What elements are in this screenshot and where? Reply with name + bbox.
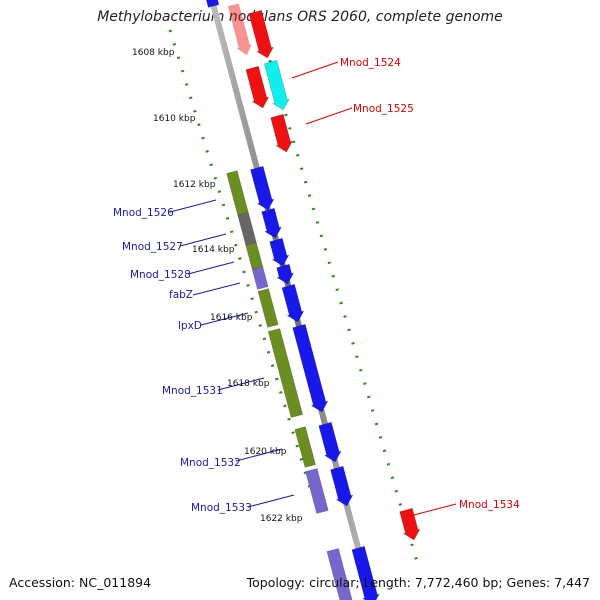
kbp-label-1616: 1616 kbp [210,313,253,323]
kbp-label-1622: 1622 kbp [260,514,303,524]
gene-top-blue-stub[interactable] [205,0,220,8]
gene-red-light-a[interactable] [227,3,253,56]
leader-mnod-1531 [217,377,265,391]
gene-olive-1531[interactable] [267,328,304,418]
kbp-label-1610: 1610 kbp [153,114,196,124]
kbp-label-1608: 1608 kbp [132,48,175,58]
gene-blue-fabz[interactable] [276,263,295,285]
leader-mnod-1534 [409,503,457,517]
gene-red-a[interactable] [248,9,274,59]
gene-label-mnod-1534[interactable]: Mnod_1534 [459,499,520,511]
leader-mnod-1533 [247,494,295,508]
gene-blue-1532[interactable] [318,421,342,463]
gene-lavender-fabz[interactable] [251,266,269,290]
gene-blue-1526[interactable] [250,165,275,211]
leader-mnod-1532 [235,448,283,462]
gene-olive-1532[interactable] [294,426,316,468]
gene-olive-1526[interactable] [226,170,249,216]
gene-red-b[interactable] [245,65,270,109]
leader-fabz [192,282,241,296]
gene-blue-1528[interactable] [269,237,290,267]
gene-label-mnod-1525[interactable]: Mnod_1525 [353,103,414,115]
genome-title: Methylobacterium nodulans ORS 2060, comp… [97,9,503,25]
kbp-label-1618: 1618 kbp [227,379,270,389]
accession-text: Accession: NC_011894 [9,575,152,590]
gene-blue-1527[interactable] [261,207,282,239]
gene-label-mnod-1524[interactable]: Mnod_1524 [340,57,401,69]
leader-mnod-1528 [187,261,235,275]
leader-mnod-1524 [291,61,339,79]
gene-label-lpxd[interactable]: lpxD [178,320,202,332]
gene-label-mnod-1528[interactable]: Mnod_1528 [130,269,191,281]
gene-blue-lpxd[interactable] [281,283,305,323]
gene-label-fabz[interactable]: fabZ [169,289,193,301]
kbp-label-1612: 1612 kbp [173,180,216,190]
gene-label-mnod-1531[interactable]: Mnod_1531 [162,385,223,397]
gene-blue-1531[interactable] [292,323,329,413]
gene-red-1534[interactable] [399,507,421,541]
kbp-label-1620: 1620 kbp [244,447,287,457]
topology-text: Topology: circular; Length: 7,772,460 bp… [246,575,590,590]
gene-gray-1527[interactable] [237,212,257,246]
gene-olive-1528[interactable] [245,242,264,270]
inner-tick-track [168,29,312,489]
gene-blue-1533[interactable] [330,465,354,507]
gene-red-c[interactable] [270,113,293,153]
gene-lavender-1533[interactable] [305,468,329,514]
leader-mnod-1525 [305,107,353,125]
leader-lpxd [200,312,249,326]
gene-olive-lpxd[interactable] [257,288,279,328]
gene-blue-bottom[interactable] [351,545,380,600]
gene-cyan[interactable] [263,59,290,111]
gene-label-mnod-1533[interactable]: Mnod_1533 [191,502,252,514]
label-leaders [169,61,457,517]
gene-label-mnod-1526[interactable]: Mnod_1526 [113,207,174,219]
gene-label-mnod-1527[interactable]: Mnod_1527 [122,241,183,253]
kbp-label-1614: 1614 kbp [192,245,235,255]
gene-lavender-bottom[interactable] [326,548,353,600]
leader-mnod-1526 [169,199,217,213]
leader-mnod-1527 [179,233,227,247]
gene-features [205,0,421,600]
gene-label-mnod-1532[interactable]: Mnod_1532 [180,457,241,469]
